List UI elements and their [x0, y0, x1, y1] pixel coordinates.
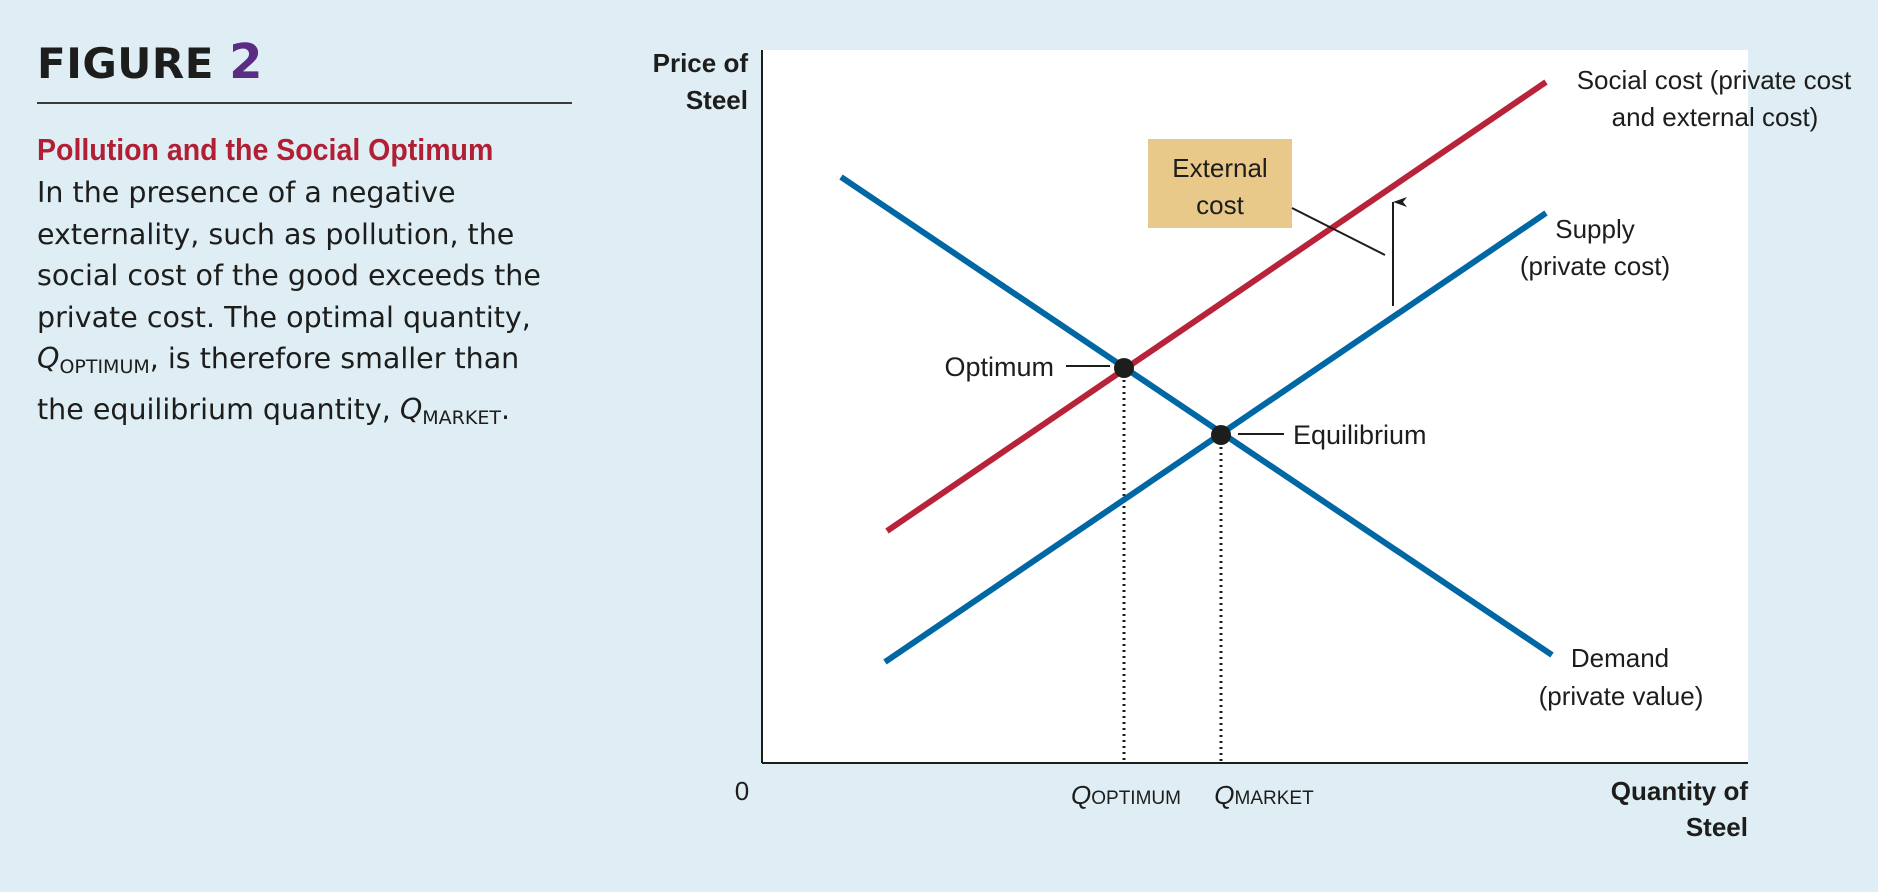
description-part2: , is therefore smaller than the equilibr… [37, 342, 520, 426]
description-end: . [500, 392, 510, 426]
q-symbol-market: Q [399, 392, 423, 426]
external-cost-leader [1291, 207, 1386, 256]
figure-heading: FIGURE 2 [37, 38, 572, 86]
supply-label-line2: (private cost) [1520, 251, 1670, 281]
q-market-tick-symbol: Q [1214, 780, 1234, 810]
external-cost-label-line2: cost [1196, 190, 1244, 220]
y-axis-title-line2: Steel [686, 85, 748, 115]
q-optimum-subscript: OPTIMUM [59, 356, 150, 378]
demand-label-line1: Demand [1571, 643, 1669, 673]
q-symbol-optimum: Q [37, 342, 60, 375]
origin-label: 0 [735, 776, 749, 806]
q-market-tick-subscript: MARKET [1235, 788, 1315, 809]
x-axis-title-line2: Steel [1686, 812, 1748, 842]
figure-label: FIGURE [37, 39, 214, 88]
y-axis-title-line1: Price of [653, 48, 749, 78]
q-optimum-tick-symbol: Q [1071, 780, 1091, 810]
figure-title: Pollution and the Social Optimum [37, 132, 494, 167]
demand-label-line2: (private value) [1539, 681, 1704, 711]
external-cost-label-line1: External [1172, 153, 1267, 183]
optimum-point [1114, 358, 1134, 378]
supply-label-line1: Supply [1555, 214, 1635, 244]
equilibrium-label: Equilibrium [1293, 420, 1427, 450]
social-cost-label-line2: and external cost) [1612, 102, 1819, 132]
description-part1: In the presence of a negative externalit… [37, 176, 541, 334]
q-market-subscript: MARKET [422, 406, 501, 429]
caption-divider [37, 102, 572, 104]
social-cost-label-line1: Social cost (private cost [1577, 65, 1852, 95]
equilibrium-point [1211, 425, 1231, 445]
figure-caption: FIGURE 2 Pollution and the Social Optimu… [37, 38, 572, 439]
external-cost-box [1148, 139, 1292, 228]
optimum-label: Optimum [944, 352, 1054, 382]
q-optimum-tick-label: QOPTIMUM [1071, 780, 1181, 810]
x-axis-title-line1: Quantity of [1611, 776, 1749, 806]
q-optimum-tick-subscript: OPTIMUM [1091, 788, 1181, 809]
figure-number: 2 [229, 34, 263, 90]
demand-curve [839, 174, 1554, 658]
q-market-tick-label: QMARKET [1214, 780, 1314, 810]
figure-description: In the presence of a negative externalit… [37, 172, 572, 439]
social-cost-curve [885, 79, 1548, 534]
